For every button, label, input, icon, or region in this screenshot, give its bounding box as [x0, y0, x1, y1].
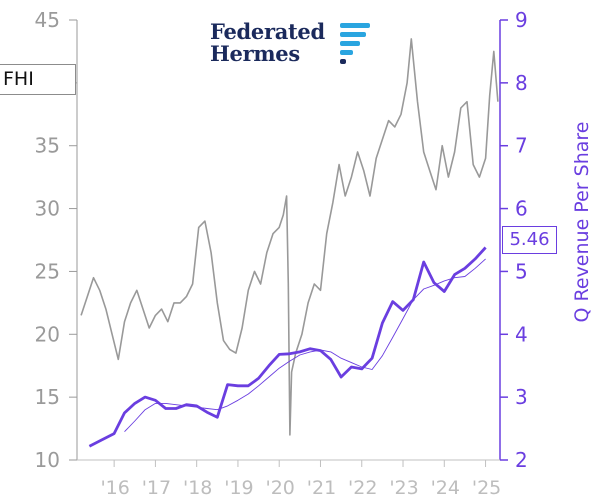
right-tick-label: 4: [515, 322, 528, 346]
right-axis-title: Q Revenue Per Share: [571, 122, 593, 323]
logo-wordmark: Federated Hermes: [210, 21, 325, 65]
left-tick-label: 35: [35, 134, 60, 158]
series-layer: [80, 38, 499, 448]
logo-mark-icon: [340, 23, 370, 64]
left-tick-label: 45: [35, 8, 60, 32]
right-tick-label: 8: [515, 71, 528, 95]
right-tick-label: 3: [515, 385, 528, 409]
left-tick-label: 10: [35, 448, 60, 472]
x-tick-label: '17: [142, 477, 171, 499]
x-axis: '16 '17 '18 '19 '20 '21 '22 '23 '24 '25: [77, 459, 501, 499]
left-tick-label: 20: [35, 322, 60, 346]
right-tick-label: 5: [515, 259, 528, 283]
left-tick-label: 15: [35, 385, 60, 409]
logo-line-1: Federated: [210, 19, 325, 44]
revenue-trend-line: [124, 258, 486, 433]
ticker-label: FHI: [0, 64, 76, 95]
right-tick-label: 7: [515, 134, 528, 158]
x-tick-label: '25: [472, 477, 501, 499]
right-tick-label: 6: [515, 197, 528, 221]
x-tick-label: '20: [266, 477, 295, 499]
x-tick-label: '24: [431, 477, 460, 499]
x-tick-label: '22: [348, 477, 377, 499]
right-tick-label: 9: [515, 8, 528, 32]
x-tick-label: '16: [100, 477, 129, 499]
right-axis: 2 3 4 5 6 7 8 9: [499, 8, 528, 472]
logo-line-2: Hermes: [210, 41, 300, 66]
left-tick-label: 30: [35, 197, 60, 221]
federated-hermes-logo: Federated Hermes: [210, 21, 385, 69]
right-tick-label: 2: [515, 448, 528, 472]
x-tick-label: '19: [224, 477, 253, 499]
x-tick-label: '23: [389, 477, 418, 499]
price-line: [80, 38, 499, 436]
last-value-badge: 5.46: [502, 226, 557, 254]
x-tick-label: '18: [183, 477, 212, 499]
x-tick-label: '21: [307, 477, 336, 499]
left-tick-label: 25: [35, 259, 60, 283]
